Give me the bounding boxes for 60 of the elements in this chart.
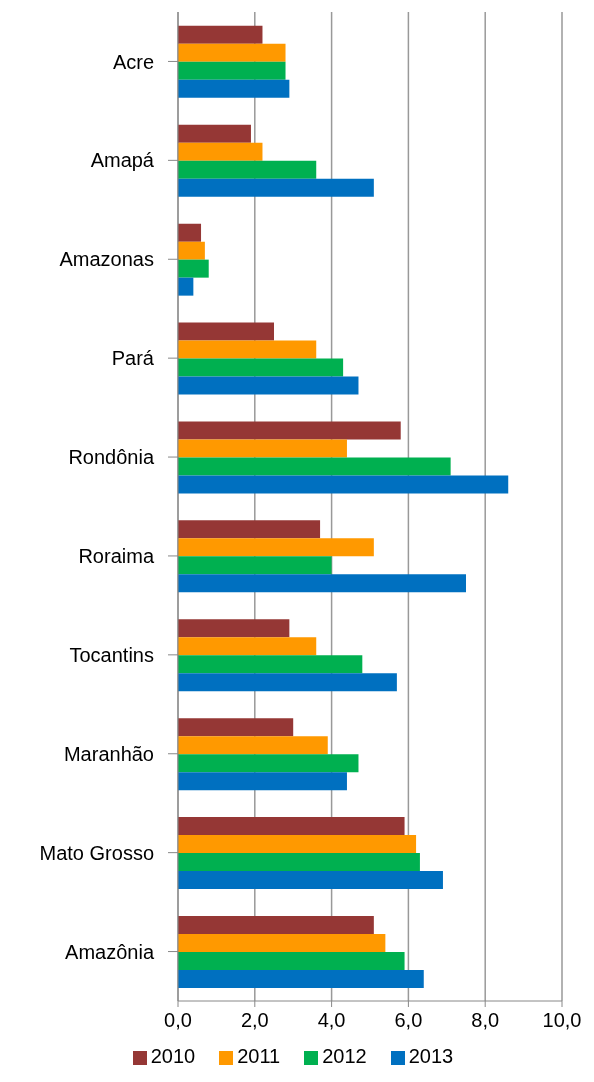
bar <box>178 376 359 395</box>
bar <box>178 259 209 278</box>
y-tick-label: Tocantins <box>69 643 154 666</box>
bar <box>178 241 205 260</box>
bar <box>178 853 420 872</box>
x-tick-label: 10,0 <box>542 1009 582 1032</box>
y-tick-label: Acre <box>112 50 154 73</box>
bar <box>178 736 328 755</box>
bar <box>178 421 401 440</box>
y-tick-label: Amazônia <box>65 940 155 963</box>
x-tick-label: 0,0 <box>164 1009 192 1032</box>
bar <box>178 223 202 242</box>
x-tick-label: 2,0 <box>240 1009 269 1032</box>
bar <box>178 835 417 854</box>
bar <box>178 933 386 952</box>
bar <box>178 619 290 638</box>
bar <box>178 754 359 773</box>
bar <box>178 457 451 476</box>
legend-label: 2013 <box>408 1045 454 1067</box>
bar <box>178 277 194 296</box>
bar <box>178 915 374 934</box>
bar <box>178 79 290 98</box>
x-tick-label: 6,0 <box>394 1009 423 1032</box>
bar <box>178 322 274 341</box>
bar <box>178 718 294 737</box>
x-tick-label: 8,0 <box>471 1009 500 1032</box>
bar <box>178 25 263 44</box>
bar <box>178 655 363 674</box>
bar <box>178 124 251 143</box>
x-tick-label: 4,0 <box>317 1009 346 1032</box>
y-tick-label: Mato Grosso <box>39 841 154 864</box>
bar <box>178 358 344 377</box>
bar <box>178 178 374 197</box>
legend-label: 2012 <box>322 1045 367 1067</box>
bar <box>178 538 374 557</box>
y-tick-label: Rondônia <box>68 446 155 469</box>
bar <box>178 43 286 62</box>
bar <box>178 673 397 692</box>
bar <box>178 439 347 458</box>
bar <box>178 556 332 575</box>
bar <box>178 772 347 791</box>
y-tick-label: Roraima <box>78 545 155 568</box>
bar <box>178 520 321 539</box>
bar <box>178 475 509 494</box>
bar <box>178 817 405 836</box>
bar <box>178 142 263 161</box>
y-tick-label: Amazonas <box>59 248 154 271</box>
bar <box>178 951 405 970</box>
bar <box>178 340 317 359</box>
legend-label: 2011 <box>237 1045 281 1067</box>
y-tick-label: Maranhão <box>63 742 154 765</box>
bar <box>178 969 424 988</box>
legend-label: 2010 <box>150 1045 196 1067</box>
y-tick-label: Pará <box>111 347 155 370</box>
bar <box>178 871 443 890</box>
y-tick-label: Amapá <box>90 149 155 172</box>
bar <box>178 574 466 593</box>
bar <box>178 637 317 656</box>
bar <box>178 160 317 179</box>
bar <box>178 61 286 80</box>
